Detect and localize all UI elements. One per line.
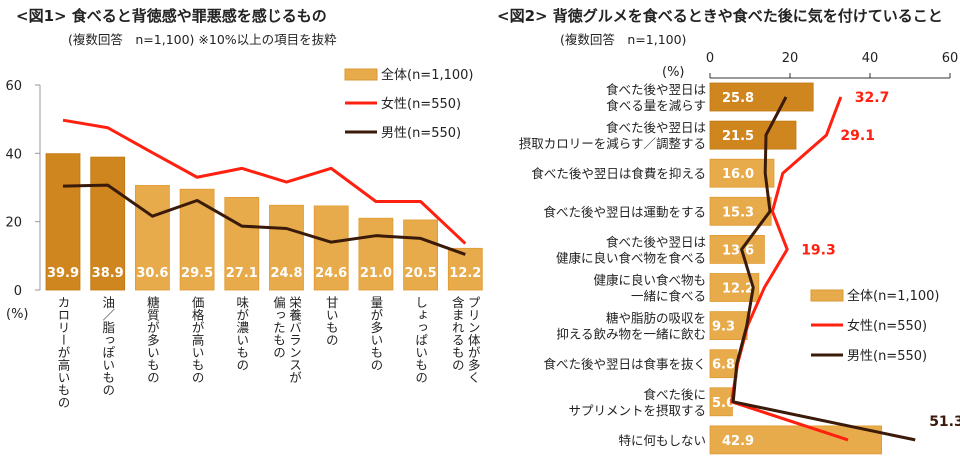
y-tick-label: 20 xyxy=(5,216,22,231)
y-category-label: サプリメントを摂取する xyxy=(568,403,706,418)
x-category-label: 甘いもの xyxy=(324,296,339,346)
bar-value-label: 24.8 xyxy=(270,266,302,281)
bar-value-label: 13.6 xyxy=(722,243,754,258)
y-category-label: 食べた後や翌日は食事を抜く xyxy=(543,357,706,372)
y-tick-label: 60 xyxy=(5,79,22,94)
bar-value-label: 12.2 xyxy=(449,266,481,281)
chart1-y-unit: (%) xyxy=(6,307,29,322)
x-category-label: 糖質が多いもの xyxy=(145,295,160,384)
bar-value-label: 29.5 xyxy=(181,266,213,281)
legend-label-total: 全体(n=1,100) xyxy=(847,288,940,304)
x-category-label: 偏ったもの xyxy=(271,295,286,359)
x-category-label: しょっぱいもの xyxy=(413,296,428,384)
bar-value-label: 25.8 xyxy=(722,91,754,106)
male-line-value-label: 51.3 xyxy=(929,414,960,430)
x-category-label: プリン体が多く xyxy=(466,296,481,384)
y-category-label: 健康に良い食べ物を食べる xyxy=(556,250,706,265)
bar xyxy=(90,156,126,291)
legend-label-male: 男性(n=550) xyxy=(847,349,927,364)
female-line xyxy=(62,118,467,245)
x-tick-label: 60 xyxy=(942,51,959,66)
female-line-value-label: 32.7 xyxy=(855,90,890,106)
y-category-label: 一緒に食べる xyxy=(631,289,706,304)
bar xyxy=(447,247,483,291)
female-line-value-label: 19.3 xyxy=(801,242,836,258)
bar-value-label: 20.5 xyxy=(405,266,437,281)
legend-swatch-total xyxy=(810,289,844,302)
bar-value-label: 16.0 xyxy=(722,167,754,182)
y-category-label: 糖や脂肪の吸収を xyxy=(606,311,706,326)
y-category-label: 健康に良い食べ物も xyxy=(593,273,706,288)
chart2-legend: 全体(n=1,100) 女性(n=550) 男性(n=550) xyxy=(810,288,940,364)
chart1: <図1> 食べると背徳感や罪悪感を感じるもの (複数回答 n=1,100) ※1… xyxy=(5,7,483,409)
male-line xyxy=(62,183,466,256)
bar xyxy=(709,425,883,455)
x-category-label: 味が濃いもの xyxy=(234,296,249,371)
bar-value-label: 21.0 xyxy=(360,266,392,281)
y-category-label: 抑える飲み物を一緒に飲む xyxy=(556,327,706,342)
y-category-label: 食べた後や翌日は運動をする xyxy=(543,204,706,219)
bar xyxy=(709,120,797,150)
bar xyxy=(313,205,349,291)
bar xyxy=(709,196,772,226)
y-category-label: 食べた後に xyxy=(643,387,706,402)
bar-value-label: 39.9 xyxy=(47,266,79,281)
x-tick-label: 40 xyxy=(862,51,879,66)
bar xyxy=(269,204,304,291)
y-category-label: 食べた後や翌日は xyxy=(606,234,706,249)
bar xyxy=(709,82,814,112)
chart2: <図2> 背徳グルメを食べるときや食べた後に気を付けていること (複数回答 n=… xyxy=(497,7,960,455)
x-category-label: 価格が高いもの xyxy=(190,296,205,384)
chart1-legend: 全体(n=1,100) 女性(n=550) 男性(n=550) xyxy=(344,67,474,141)
y-category-label: 摂取カロリーを減らす／調整する xyxy=(519,136,706,151)
legend-label-male: 男性(n=550) xyxy=(381,126,461,141)
chart1-title: <図1> 食べると背徳感や罪悪感を感じるもの xyxy=(16,7,327,25)
x-category-label: 油／脂っぽいもの xyxy=(100,296,115,396)
legend-label-total: 全体(n=1,100) xyxy=(381,67,474,83)
y-category-label: 食べた後や翌日は xyxy=(606,82,706,97)
bar xyxy=(709,158,775,188)
x-category-label: 量が多いもの xyxy=(368,296,383,371)
bar xyxy=(709,234,765,264)
bar-value-label: 24.6 xyxy=(315,266,347,281)
y-category-label: 食べる量を減らす xyxy=(606,98,706,113)
bar xyxy=(709,311,748,341)
y-tick-label: 0 xyxy=(14,284,22,299)
chart2-title: <図2> 背徳グルメを食べるときや食べた後に気を付けていること xyxy=(497,7,943,25)
x-tick-label: 0 xyxy=(706,51,714,66)
bar xyxy=(134,185,170,291)
bar-value-label: 30.6 xyxy=(136,266,168,281)
bar-value-label: 12.2 xyxy=(722,282,754,297)
y-category-label: 食べた後や翌日は食費を抑える xyxy=(531,166,706,181)
chart2-subtitle: (複数回答 n=1,100) xyxy=(560,32,686,47)
bar-value-label: 42.9 xyxy=(722,434,754,449)
female-line-value-label: 29.1 xyxy=(840,128,875,144)
bar-value-label: 9.3 xyxy=(712,320,735,335)
chart2-x-unit: (%) xyxy=(662,65,685,80)
bar xyxy=(403,219,439,291)
chart1-subtitle: (複数回答 n=1,100) ※10%以上の項目を抜粋 xyxy=(68,32,337,47)
x-category-label: 栄養バランスが xyxy=(287,296,302,384)
bar xyxy=(45,153,81,291)
y-category-label: 特に何もしない xyxy=(618,433,706,448)
y-tick-label: 40 xyxy=(5,147,22,162)
x-category-label: カロリーが高いもの xyxy=(56,296,71,409)
bar xyxy=(358,217,394,291)
bar xyxy=(709,349,738,379)
x-category-label: 含まれるもの xyxy=(450,295,465,371)
legend-swatch-total xyxy=(344,68,378,81)
bar-value-label: 27.1 xyxy=(226,266,258,281)
legend-label-female: 女性(n=550) xyxy=(847,318,927,334)
bar xyxy=(224,197,260,291)
bar-value-label: 21.5 xyxy=(722,129,754,144)
bar-value-label: 5.6 xyxy=(712,396,735,411)
bar-value-label: 15.3 xyxy=(722,205,754,220)
bar-value-label: 6.8 xyxy=(712,358,735,373)
bar-value-label: 38.9 xyxy=(92,266,124,281)
legend-label-female: 女性(n=550) xyxy=(381,96,461,112)
x-tick-label: 20 xyxy=(782,51,799,66)
male-line xyxy=(731,96,916,442)
y-category-label: 食べた後や翌日は xyxy=(606,120,706,135)
